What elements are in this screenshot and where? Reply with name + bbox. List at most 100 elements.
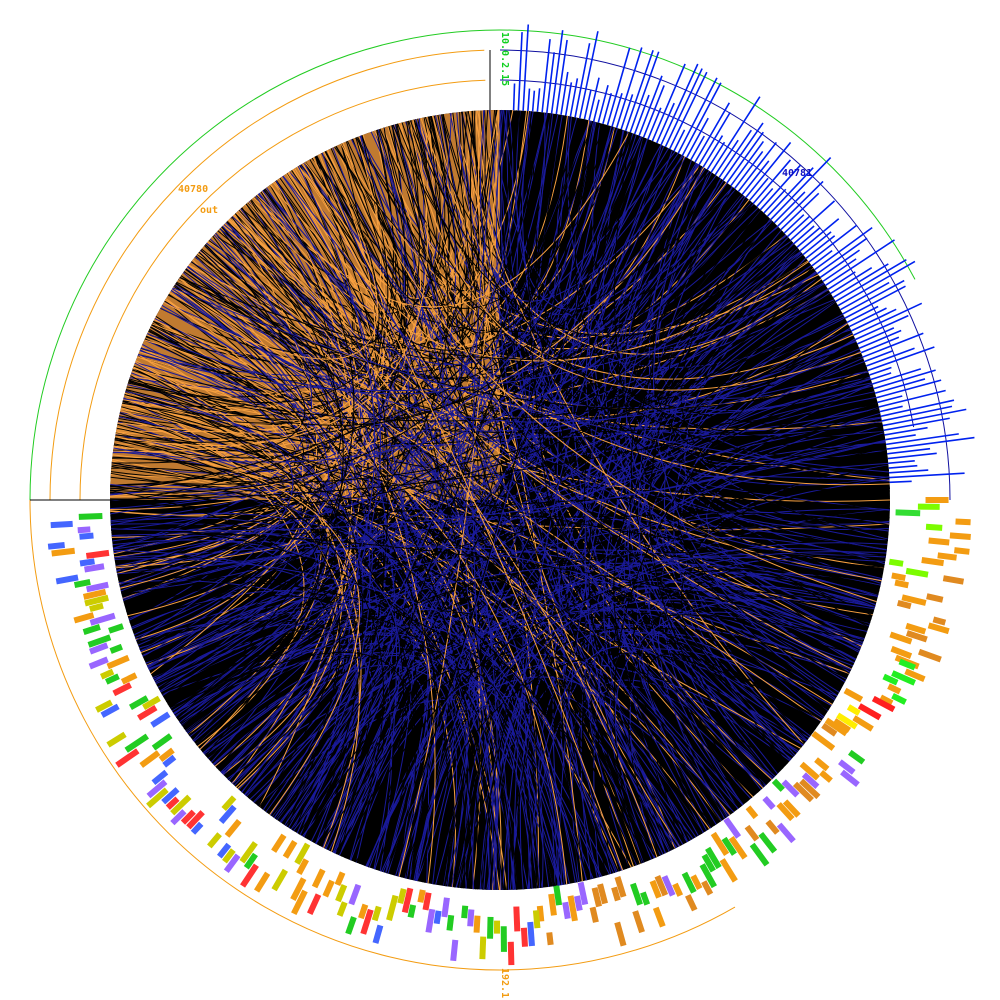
chord [377,129,764,788]
label-block [86,581,109,593]
chord [125,390,727,819]
chord [588,194,743,840]
label-block [852,715,874,732]
label-block [836,712,858,730]
label-block [109,643,124,654]
host-label: 10.0.2.15 [499,32,510,86]
chord [122,137,403,424]
chord [627,554,887,857]
chord [122,545,829,712]
chord [619,207,801,364]
spoke [887,452,937,460]
label-block [441,897,450,918]
chord [189,614,355,753]
chord [345,643,848,859]
label-block [146,787,169,809]
label-block [649,879,662,899]
chord [132,275,820,445]
label-block [814,757,830,772]
label-block [567,895,578,922]
label-block [78,512,103,520]
label-block [546,932,554,946]
label-block [446,914,455,931]
label-block [84,563,105,573]
spoke [827,271,856,290]
label-block [239,841,258,864]
label-block [493,920,501,934]
label-block [799,778,821,800]
label-block [322,879,335,898]
chord [148,407,880,671]
label-block [661,875,676,897]
label-block [161,787,180,805]
label-block [142,695,161,711]
chord [220,166,376,773]
chord [110,126,612,490]
spoke [881,405,953,422]
label-block [654,875,669,897]
chord [575,122,885,438]
label-block [73,578,91,588]
label-block [776,802,795,822]
label-block [801,772,820,790]
spoke [702,135,724,168]
label-block [306,893,322,915]
chord [135,216,318,640]
chord [153,286,332,680]
chord [235,212,852,670]
chord [116,543,876,606]
spoke [887,447,931,455]
label-block [782,799,801,818]
spoke [517,32,523,111]
spoke [879,405,903,413]
chord [593,144,863,391]
label-block [857,703,882,721]
label-block [891,670,916,686]
chord [145,133,634,664]
chord [113,161,387,452]
spoke [531,90,536,112]
label-block [450,939,459,962]
spoke [522,24,530,111]
spoke [851,308,897,332]
spoke [889,472,965,479]
spoke [718,129,752,178]
spoke [799,218,840,252]
label-block [589,906,599,923]
chord [259,184,354,808]
spoke [560,71,569,115]
chord [205,221,344,757]
chord [204,129,622,348]
label-block [290,877,307,901]
host-label: 192.1 [499,968,510,998]
spoke [885,434,916,441]
chord [258,111,485,807]
spoke [615,47,643,129]
label-block [905,567,929,578]
chord [495,478,890,891]
label-block [180,809,196,825]
label-block [744,824,760,842]
spoke [512,83,516,111]
chord [469,110,715,827]
spoke [870,372,892,381]
chord [538,645,767,887]
chord [129,120,449,623]
chord [319,708,438,873]
chord [303,162,864,644]
spoke [759,164,801,211]
spoke [888,464,918,469]
label-block [162,754,177,768]
chord [603,688,744,856]
label-block [79,558,95,567]
chord [144,339,568,885]
label-block [811,730,836,751]
spoke [790,200,836,241]
chord [163,151,378,360]
chord [355,679,430,884]
chord [395,126,612,876]
spoke [876,379,942,399]
label-block [224,818,242,838]
spoke [858,329,902,349]
chord [656,462,889,670]
